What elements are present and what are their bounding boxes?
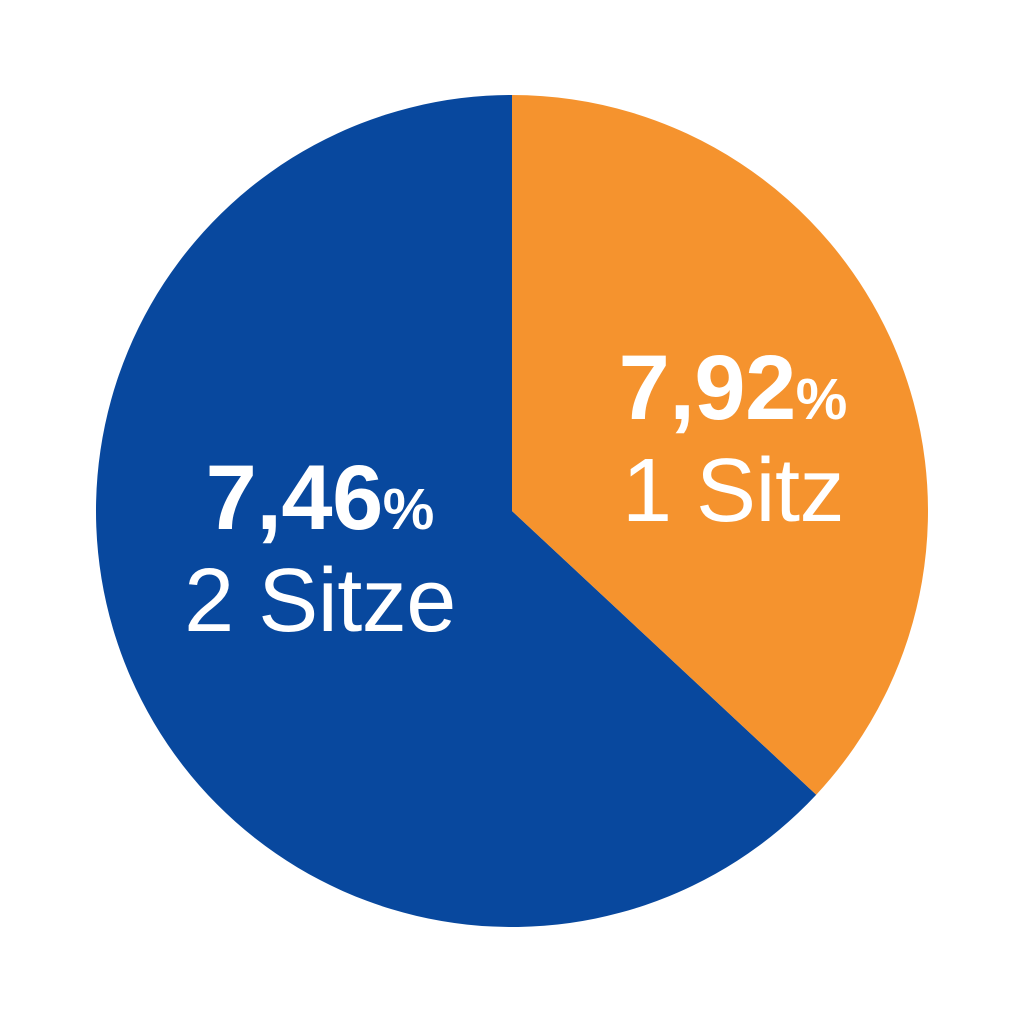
slice-percent-value-orange: 7,92% (588, 342, 878, 434)
pie-slice-1-sitz[interactable] (512, 95, 928, 795)
slice-percent-value-blue: 7,46% (172, 452, 468, 544)
percent-sign-icon-blue: % (382, 477, 435, 542)
pie-slice-2-sitze[interactable] (95, 95, 817, 927)
slice-seats-blue: 2 Sitze (184, 551, 456, 651)
slice-seats-orange: 1 Sitz (621, 441, 845, 541)
slice-percent-number-orange: 7,92 (618, 337, 797, 439)
pie-slice-label-1-sitz: 7,92% 1 Sitz (588, 342, 878, 536)
slice-percent-number-blue: 7,46 (205, 447, 384, 549)
pie-slice-label-2-sitze: 7,46% 2 Sitze (172, 452, 468, 646)
percent-sign-icon-orange: % (795, 367, 848, 432)
